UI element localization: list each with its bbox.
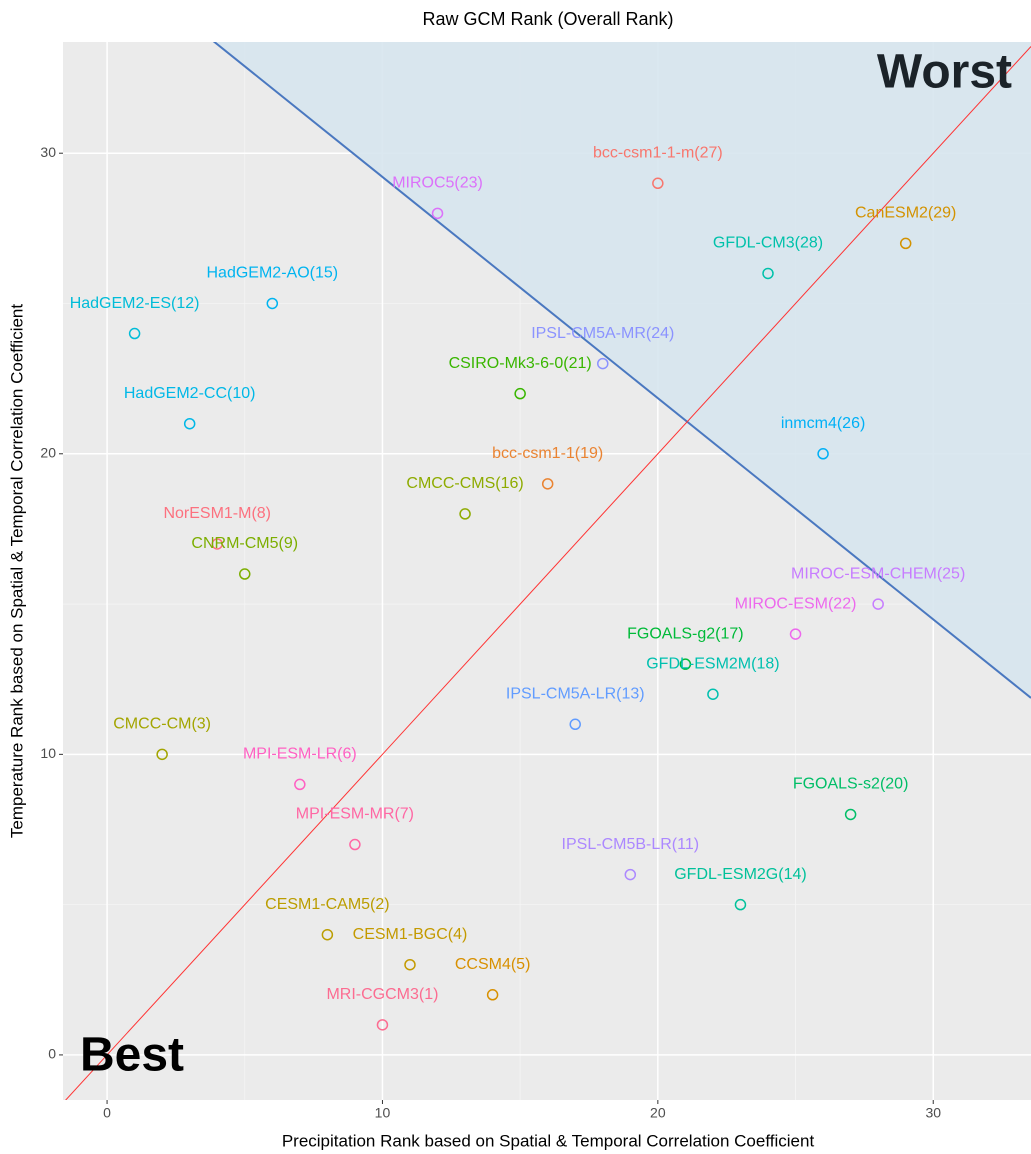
point-label: CCSM4(5) <box>455 956 531 973</box>
point-label: CanESM2(29) <box>855 205 956 222</box>
point-label: NorESM1-M(8) <box>163 505 271 522</box>
point <box>762 267 774 280</box>
point-label: CMCC-CMS(16) <box>406 475 523 492</box>
point <box>789 628 802 640</box>
y-axis-label: Temperature Rank based on Spatial & Temp… <box>7 304 26 838</box>
boundary-line <box>212 42 1031 699</box>
lines <box>65 42 1031 1100</box>
point-label: IPSL-CM5A-MR(24) <box>531 325 674 342</box>
point-label: CESM1-CAM5(2) <box>265 896 389 913</box>
x-tick-label: 20 <box>650 1105 666 1121</box>
y-tick-label: 20 <box>40 444 56 460</box>
point-label: HadGEM2-CC(10) <box>124 385 256 402</box>
point-label: MPI-ESM-LR(6) <box>243 746 357 763</box>
point <box>183 417 196 430</box>
point-label: GFDL-ESM2G(14) <box>674 866 806 883</box>
point-label: FGOALS-g2(17) <box>627 625 743 642</box>
point <box>321 928 334 941</box>
point-label: bcc-csm1-1-m(27) <box>593 144 723 161</box>
point-label: IPSL-CM5B-LR(11) <box>562 836 700 853</box>
annotation-best: Best <box>80 1029 184 1082</box>
annotation-worst: Worst <box>877 46 1012 99</box>
point-label: IPSL-CM5A-LR(13) <box>506 686 645 703</box>
point <box>679 658 692 670</box>
point <box>514 387 526 400</box>
point-label: CSIRO-Mk3-6-0(21) <box>449 355 592 372</box>
point <box>872 598 884 610</box>
point-label: bcc-csm1-1(19) <box>492 445 603 462</box>
x-tick-label: 10 <box>375 1105 391 1121</box>
point <box>707 688 719 700</box>
point <box>431 207 444 220</box>
point <box>156 748 168 761</box>
x-axis-label: Precipitation Rank based on Spatial & Te… <box>282 1131 815 1150</box>
point <box>569 718 581 731</box>
point <box>486 989 499 1001</box>
point <box>128 327 141 340</box>
point-label: FGOALS-s2(20) <box>793 776 909 793</box>
point <box>266 297 279 310</box>
point <box>624 868 637 881</box>
point-label: HadGEM2-ES(12) <box>70 295 200 312</box>
y-tick-label: 0 <box>48 1046 56 1062</box>
point <box>844 808 857 821</box>
point <box>376 1019 389 1031</box>
x-tick-label: 30 <box>925 1105 941 1121</box>
point-label: MRI-CGCM3(1) <box>326 986 438 1003</box>
point-label: inmcm4(26) <box>781 415 865 432</box>
x-tick-label: 0 <box>103 1105 111 1121</box>
point <box>817 448 829 460</box>
point-label: MIROC-ESM(22) <box>735 595 857 612</box>
reference-line <box>65 46 1031 1100</box>
marks: MRI-CGCM3(1) CESM1-CAM5(2) CMCC-CM(3) CESM1… <box>70 144 965 1031</box>
point-label: HadGEM2-AO(15) <box>207 265 339 282</box>
point <box>211 538 223 550</box>
point <box>239 568 251 580</box>
point-label: CESM1-BGC(4) <box>353 926 468 943</box>
point <box>734 898 747 911</box>
point <box>349 838 361 851</box>
point-label: GFDL-ESM2M(18) <box>646 655 779 672</box>
point-label: MIROC-ESM-CHEM(25) <box>791 565 965 582</box>
point <box>899 237 912 250</box>
point-label: GFDL-CM3(28) <box>713 235 823 252</box>
chart-title: Raw GCM Rank (Overall Rank) <box>422 9 673 29</box>
point <box>459 508 471 520</box>
point-label: MIROC5(23) <box>392 175 483 192</box>
point-label: CNRM-CM5(9) <box>191 535 298 552</box>
y-tick-label: 10 <box>40 745 56 761</box>
point <box>404 958 416 971</box>
y-tick-label: 30 <box>40 144 56 160</box>
point-label: CMCC-CM(3) <box>113 716 211 733</box>
point <box>541 478 554 490</box>
point-label: MPI-ESM-MR(7) <box>296 806 414 823</box>
point <box>652 177 664 190</box>
point <box>597 357 609 370</box>
point <box>294 778 306 791</box>
